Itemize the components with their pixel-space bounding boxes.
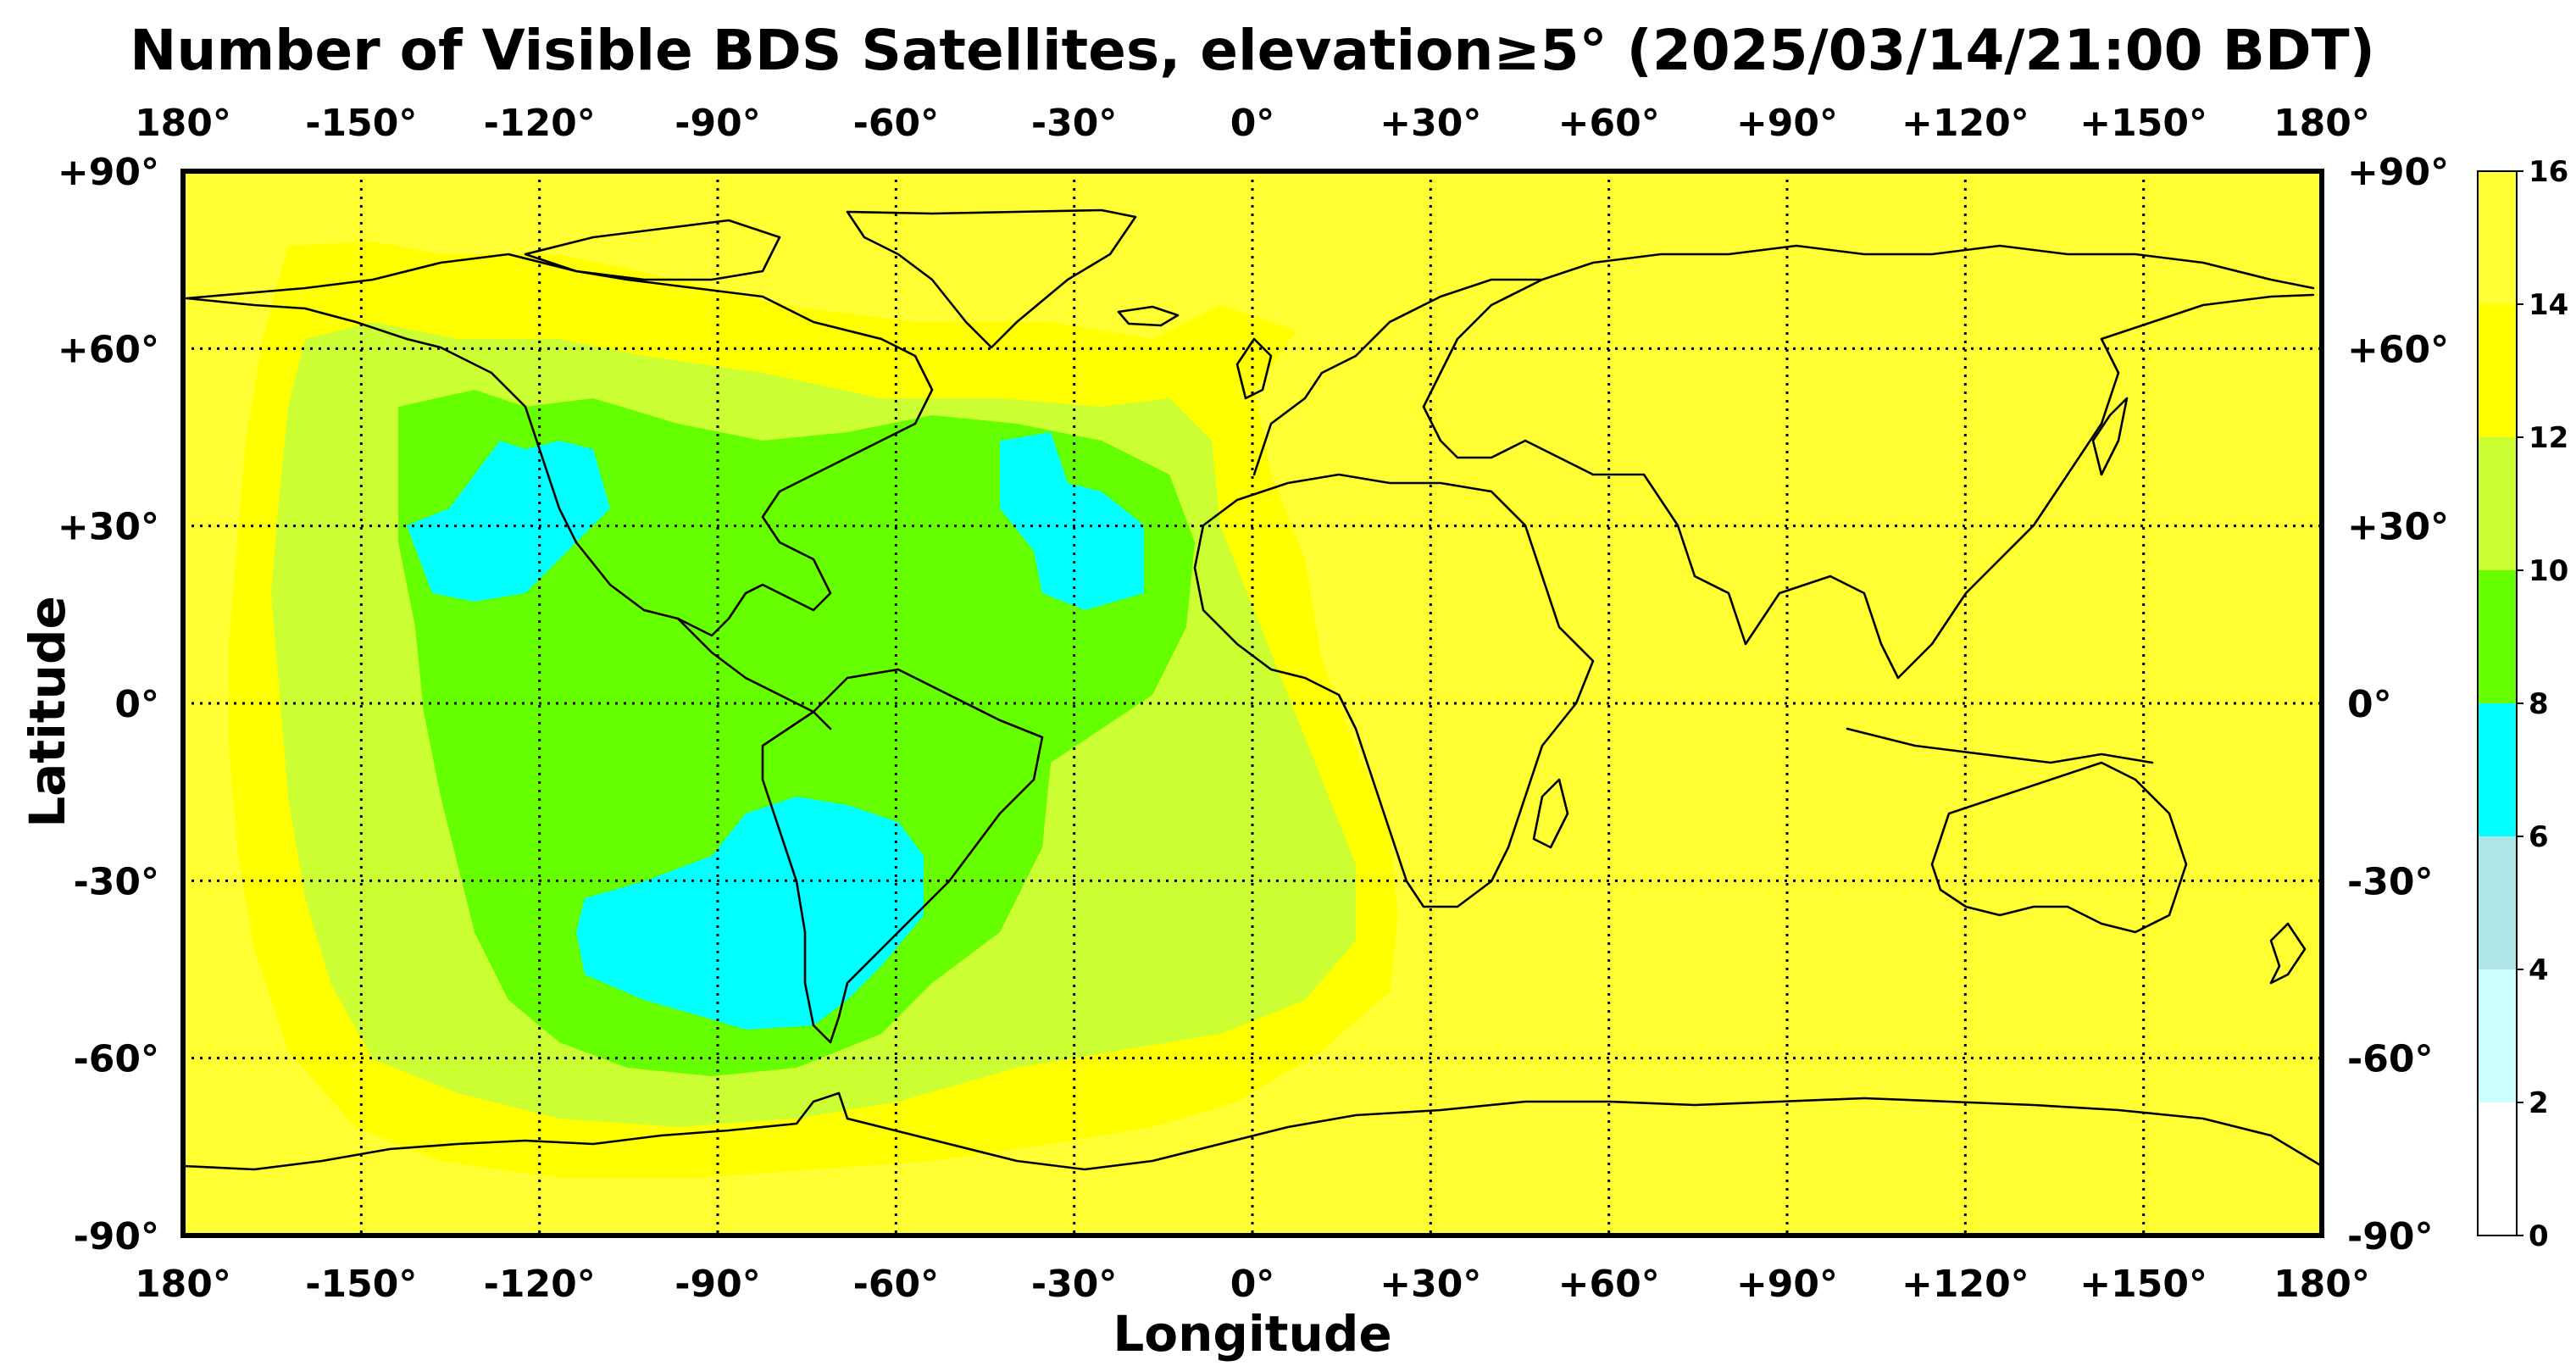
lat-tick-label: -60° bbox=[2347, 1038, 2434, 1081]
lon-tick-label: -120° bbox=[484, 1263, 596, 1306]
lat-tick-label: +90° bbox=[58, 151, 159, 194]
lon-tick-label: 180° bbox=[2273, 1263, 2370, 1306]
longitude-labels-top: 180° -150° -120° -90° -60° -30° 0° +30° +60° +90°… bbox=[135, 102, 2370, 145]
colorbar-tick-label: 8 bbox=[2529, 687, 2549, 721]
colorbar-segment bbox=[2478, 836, 2517, 969]
longitude-labels-bottom: 180° -150° -120° -90° -60° -30° 0° +30° +60° +90°… bbox=[135, 1263, 2370, 1306]
coastline-north-america bbox=[185, 253, 934, 637]
lon-tick-label: 180° bbox=[135, 1263, 231, 1306]
lon-tick-label: -90° bbox=[675, 1263, 761, 1306]
lat-tick-label: -30° bbox=[74, 860, 160, 903]
contour-cyan-south-america bbox=[576, 797, 924, 1030]
colorbar-tick-label: 2 bbox=[2529, 1086, 2549, 1120]
x-axis-label: Longitude bbox=[1113, 1305, 1391, 1363]
lon-tick-label: +150° bbox=[2079, 1263, 2207, 1306]
lon-tick-label: +60° bbox=[1558, 1263, 1660, 1306]
lat-tick-label: 0° bbox=[114, 683, 159, 726]
latitude-labels-right: +90° +60° +30° 0° -30° -60° -90° bbox=[2347, 151, 2449, 1258]
lon-tick-label: -30° bbox=[1031, 1263, 1118, 1306]
lon-tick-label: +30° bbox=[1380, 102, 1481, 145]
lon-tick-label: -30° bbox=[1031, 102, 1118, 145]
contour-cyan-northeast-pacific bbox=[407, 441, 610, 602]
coastline-japan bbox=[2091, 397, 2129, 476]
lon-tick-label: 0° bbox=[1230, 102, 1275, 145]
lat-tick-label: 0° bbox=[2347, 683, 2392, 726]
lon-tick-label: +60° bbox=[1558, 102, 1660, 145]
lon-tick-label: +150° bbox=[2079, 102, 2207, 145]
colorbar-segment bbox=[2478, 703, 2517, 836]
colorbar-tick-label: 12 bbox=[2529, 421, 2568, 455]
colorbar-segment bbox=[2478, 171, 2517, 304]
colorbar-tick-label: 6 bbox=[2529, 820, 2549, 854]
colorbar: 0 2 4 6 8 10 12 14 16 bbox=[2477, 155, 2568, 1253]
colorbar-tick-label: 10 bbox=[2529, 554, 2568, 588]
colorbar-tick-label: 4 bbox=[2529, 953, 2549, 987]
lon-tick-label: -60° bbox=[853, 102, 940, 145]
coastlines bbox=[181, 208, 2323, 1171]
lon-tick-label: +30° bbox=[1380, 1263, 1481, 1306]
coastline-central-america bbox=[676, 617, 832, 730]
lat-tick-label: +30° bbox=[2347, 506, 2449, 549]
lat-tick-label: +30° bbox=[58, 506, 159, 549]
lon-tick-label: -60° bbox=[853, 1263, 940, 1306]
lon-tick-label: 180° bbox=[135, 102, 231, 145]
lon-tick-label: +90° bbox=[1736, 102, 1838, 145]
coastline-greenland bbox=[846, 208, 1137, 349]
colorbar-segment bbox=[2478, 969, 2517, 1102]
colorbar-segment bbox=[2478, 1102, 2517, 1236]
lon-tick-label: +90° bbox=[1736, 1263, 1838, 1306]
coastline-new-zealand bbox=[2269, 922, 2307, 985]
colorbar-segment bbox=[2478, 304, 2517, 437]
coastline-madagascar bbox=[1532, 778, 1569, 849]
latitude-labels-left: +90° +60° +30° 0° -30° -60° -90° bbox=[58, 151, 159, 1258]
colorbar-tick-label: 14 bbox=[2529, 288, 2568, 322]
lon-tick-label: -120° bbox=[484, 102, 596, 145]
colorbar-segment bbox=[2478, 437, 2517, 570]
colorbar-segment bbox=[2478, 570, 2517, 703]
lon-tick-label: -90° bbox=[675, 102, 761, 145]
coastline-australia bbox=[1930, 761, 2188, 934]
colorbar-tick-label: 16 bbox=[2529, 155, 2568, 189]
lon-tick-label: -150° bbox=[305, 1263, 417, 1306]
lon-tick-label: 180° bbox=[2273, 102, 2370, 145]
lon-tick-label: 0° bbox=[1230, 1263, 1275, 1306]
lon-tick-label: +120° bbox=[1901, 1263, 2029, 1306]
map-plot-area bbox=[180, 169, 2324, 1238]
chart-title: Number of Visible BDS Satellites, elevat… bbox=[130, 18, 2375, 83]
coastline-iceland bbox=[1117, 305, 1180, 327]
lon-tick-label: -150° bbox=[305, 102, 417, 145]
lat-tick-label: +60° bbox=[58, 328, 159, 371]
lat-tick-label: -30° bbox=[2347, 860, 2434, 903]
colorbar-tick-label: 0 bbox=[2529, 1219, 2549, 1253]
coastline-asia bbox=[1591, 293, 2315, 680]
coastline-south-america bbox=[761, 668, 1044, 1044]
lat-tick-label: -90° bbox=[74, 1215, 160, 1258]
coastline-antarctica bbox=[181, 1091, 2323, 1171]
map-frame bbox=[180, 169, 2324, 1238]
y-axis-label: Latitude bbox=[19, 596, 76, 828]
graticule bbox=[183, 171, 2322, 1236]
contour-cyan-north-atlantic bbox=[1000, 432, 1144, 610]
coastline-africa bbox=[1193, 473, 1595, 908]
lat-tick-label: -60° bbox=[74, 1038, 160, 1081]
lon-tick-label: +120° bbox=[1901, 102, 2029, 145]
coastline-arctic-islands bbox=[524, 219, 781, 281]
visibility-contours bbox=[229, 242, 1398, 1178]
coastline-siberia-north bbox=[1541, 244, 2315, 290]
coastline-indonesia bbox=[1846, 727, 2154, 764]
lat-tick-label: -90° bbox=[2347, 1215, 2434, 1258]
lat-tick-label: +60° bbox=[2347, 328, 2449, 371]
coastline-europe bbox=[1252, 278, 1595, 476]
lat-tick-label: +90° bbox=[2347, 151, 2449, 194]
